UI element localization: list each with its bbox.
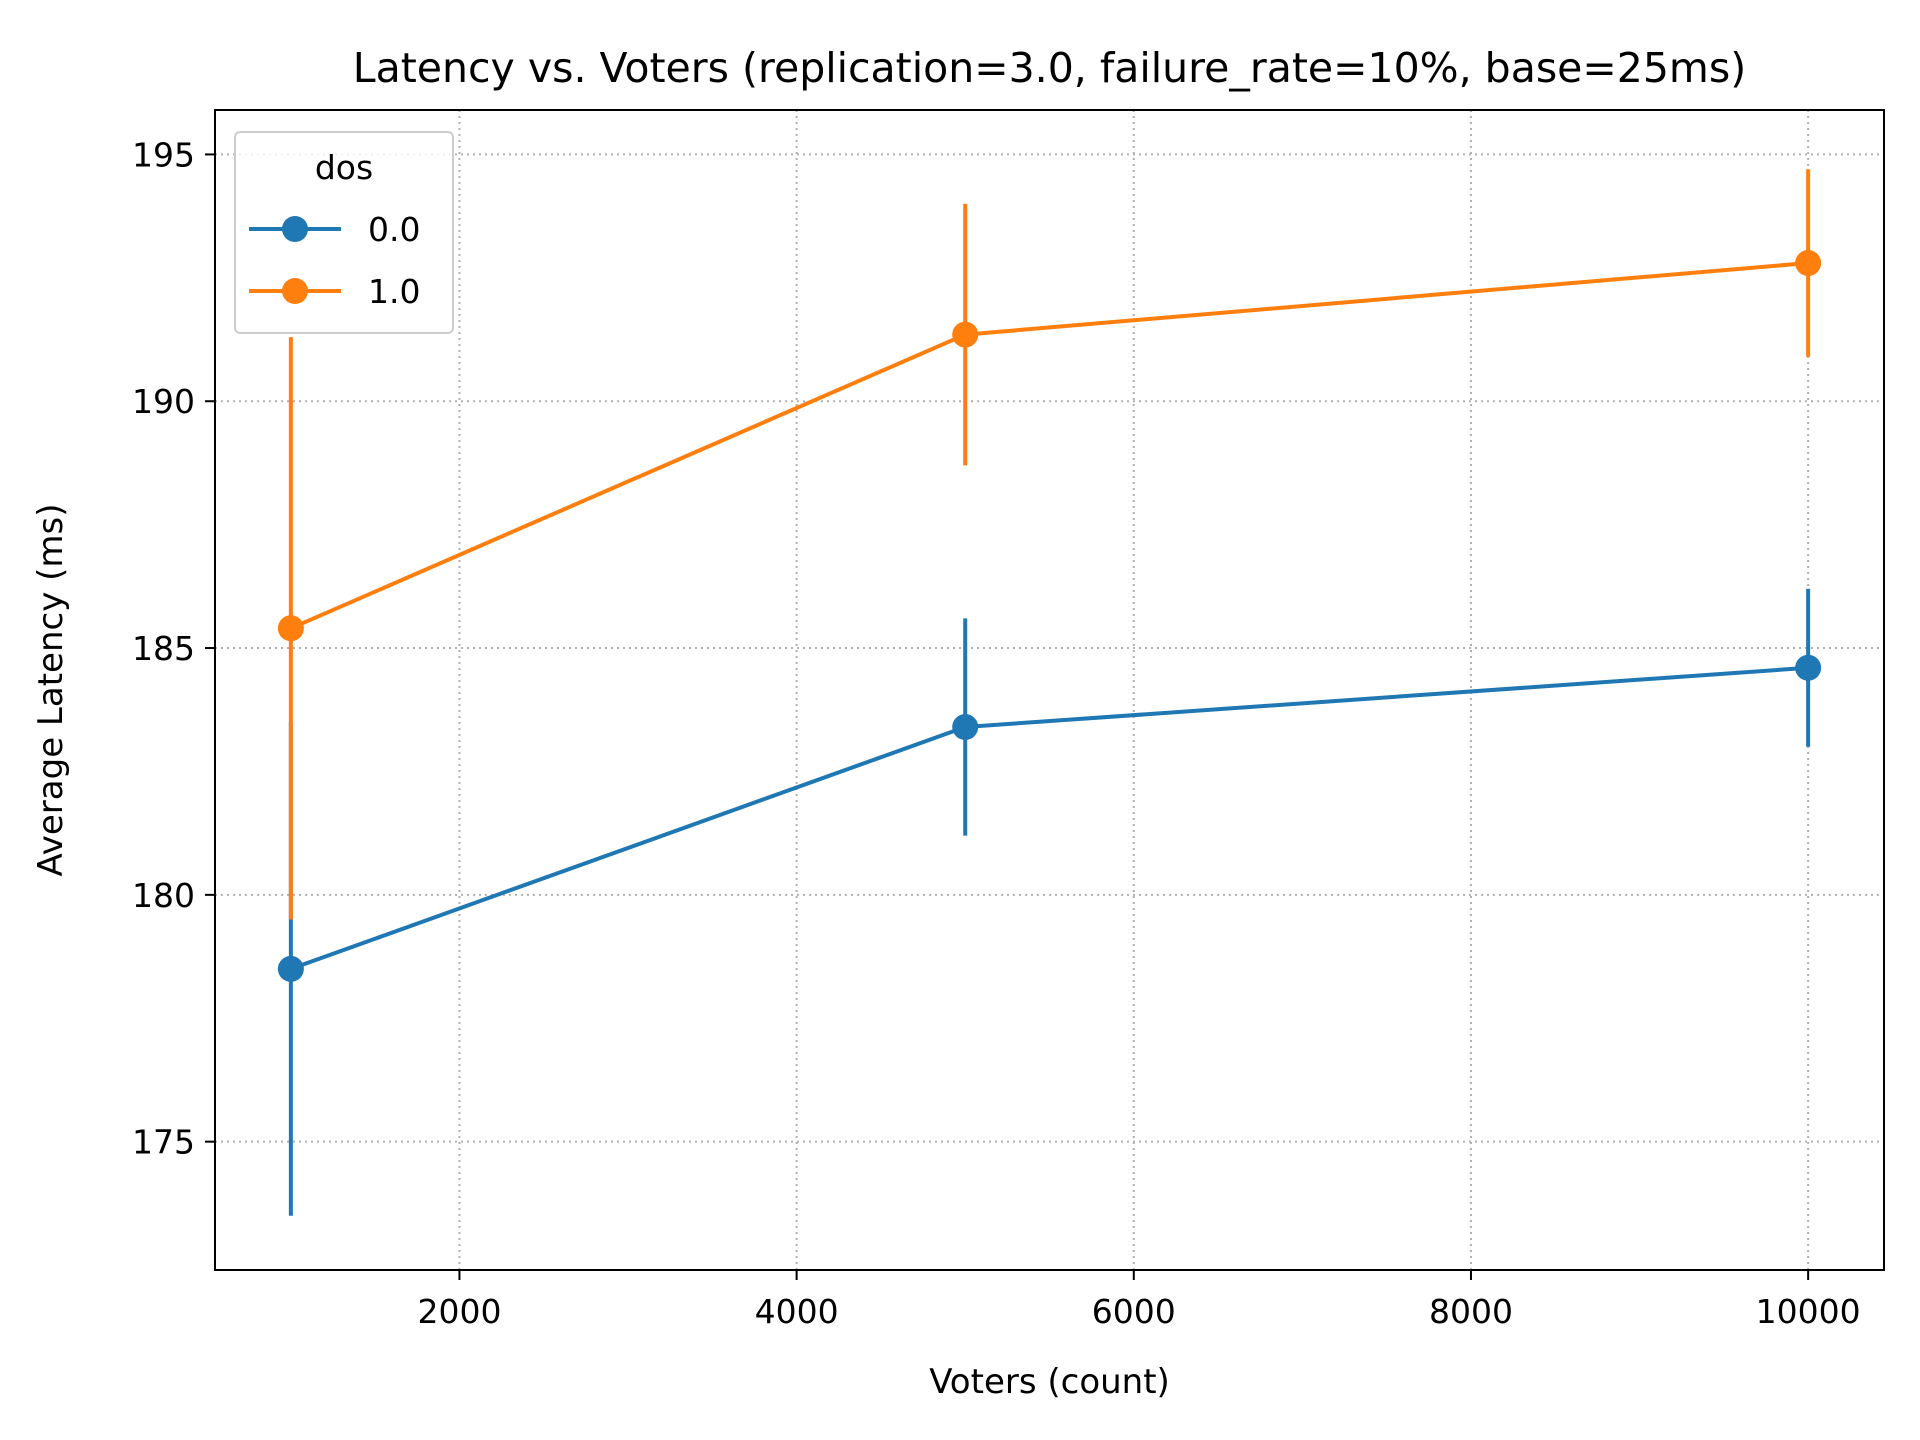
series-1.0 [277,169,1822,920]
y-tick-label: 195 [132,135,195,174]
x-tick-label: 2000 [417,1292,501,1331]
legend-label: 0.0 [368,210,420,249]
data-point [277,615,304,642]
x-tick-label: 4000 [755,1292,839,1331]
axis-ticks: 2000 4000 6000 8000 10000 175 180 185 190 195 [132,135,1861,1331]
data-point [1795,250,1822,277]
legend-marker [282,278,308,304]
y-tick-label: 190 [132,382,195,421]
legend-title: dos [315,148,373,187]
legend-label: 1.0 [368,272,420,311]
y-tick-label: 185 [132,629,195,668]
legend-entry: 1.0 [249,272,420,311]
y-axis-label: Average Latency (ms) [31,504,71,877]
y-tick-label: 175 [132,1123,195,1162]
y-tick-label: 180 [132,876,195,915]
x-tick-label: 8000 [1429,1292,1513,1331]
data-point [1795,654,1822,681]
legend-marker [282,216,308,242]
legend: dos 0.0 1.0 [234,131,454,334]
data-point [277,955,304,982]
x-tick-label: 10000 [1756,1292,1861,1331]
x-tick-label: 6000 [1092,1292,1176,1331]
chart-title: Latency vs. Voters (replication=3.0, fai… [353,44,1746,92]
grid [215,110,1884,1270]
series-layer [277,169,1822,1216]
legend-entry: 0.0 [249,210,420,249]
plot-frame [214,109,1885,1271]
x-axis-label: Voters (count) [929,1362,1170,1402]
data-point [952,321,979,348]
data-point [952,714,979,741]
